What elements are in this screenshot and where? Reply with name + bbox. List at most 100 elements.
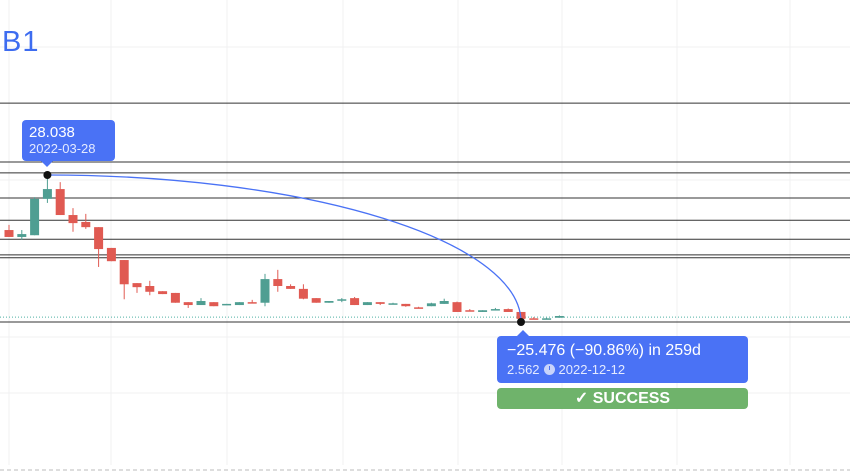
candle-up bbox=[222, 303, 232, 306]
candle-body bbox=[119, 260, 129, 285]
candle-body bbox=[362, 302, 372, 306]
price-change: −25.476 (−90.86%) in 259d bbox=[507, 342, 701, 359]
candle-down bbox=[209, 302, 219, 307]
candle-body bbox=[542, 318, 552, 320]
start-tooltip: 28.038 2022-03-28 bbox=[22, 120, 115, 167]
end-tooltip: −25.476 (−90.86%) in 259d 2.562 2022-12-… bbox=[497, 330, 748, 383]
candle-down bbox=[286, 284, 296, 289]
end-date: 2022-12-12 bbox=[558, 362, 626, 377]
candle-body bbox=[439, 301, 449, 304]
candle-body bbox=[170, 292, 180, 303]
candle-body bbox=[324, 301, 334, 303]
candle-body bbox=[94, 227, 104, 250]
candle-down bbox=[414, 306, 424, 309]
candle-up bbox=[478, 310, 488, 312]
candle-up bbox=[439, 298, 449, 304]
candle-body bbox=[234, 302, 244, 306]
success-badge: ✓ SUCCESS bbox=[497, 388, 748, 409]
candle-body bbox=[350, 298, 360, 306]
candle-body bbox=[17, 234, 27, 237]
candle-down bbox=[158, 291, 168, 295]
candle-down bbox=[106, 247, 116, 262]
candle-down bbox=[183, 302, 193, 308]
end-price: 2.562 bbox=[507, 362, 540, 377]
candle-body bbox=[490, 309, 500, 311]
candle-down bbox=[401, 303, 411, 307]
candle-down bbox=[350, 296, 360, 306]
candle-body bbox=[42, 189, 52, 199]
candle-down bbox=[94, 227, 104, 267]
candle-down bbox=[55, 182, 65, 216]
candle-up bbox=[388, 302, 398, 305]
candle-body bbox=[30, 198, 40, 236]
candle-up bbox=[260, 273, 270, 307]
candle-body bbox=[337, 299, 347, 301]
candle-body bbox=[478, 310, 488, 312]
candle-up bbox=[30, 197, 40, 236]
candle-down bbox=[68, 208, 78, 232]
candle-body bbox=[452, 302, 462, 312]
candle-down bbox=[132, 283, 142, 293]
candle-body bbox=[465, 310, 475, 312]
level-lines bbox=[0, 102, 850, 323]
candle-up bbox=[17, 230, 27, 240]
candle-down bbox=[375, 302, 385, 306]
candle-down bbox=[529, 317, 539, 320]
candle-body bbox=[68, 215, 78, 224]
candle-body bbox=[426, 303, 436, 307]
candle-body bbox=[273, 279, 283, 287]
candle-body bbox=[183, 302, 193, 306]
candle-body bbox=[132, 283, 142, 288]
candle-body bbox=[260, 279, 270, 303]
start-date: 2022-03-28 bbox=[29, 141, 96, 156]
symbol-title: B1 bbox=[2, 26, 40, 58]
candle-up bbox=[234, 302, 244, 306]
candle-up bbox=[337, 298, 347, 303]
candle-down bbox=[273, 269, 283, 292]
candle-up bbox=[42, 175, 52, 203]
candle-down bbox=[311, 298, 321, 303]
candle-down bbox=[81, 213, 91, 229]
candle-body bbox=[106, 247, 116, 262]
end-point-marker[interactable] bbox=[517, 317, 525, 326]
candle-body bbox=[158, 291, 168, 295]
candle-body bbox=[388, 303, 398, 305]
candle-body bbox=[554, 316, 564, 318]
candle-body bbox=[81, 221, 91, 228]
candle-body bbox=[375, 302, 385, 304]
candle-down bbox=[145, 280, 155, 296]
candle-down bbox=[247, 299, 257, 304]
candle-up bbox=[426, 302, 436, 307]
measure-curve bbox=[47, 174, 522, 322]
candle-up bbox=[490, 307, 500, 311]
candle-body bbox=[401, 303, 411, 307]
candle-body bbox=[55, 189, 65, 216]
candle-down bbox=[452, 301, 462, 312]
candle-body bbox=[414, 307, 424, 309]
candle-up bbox=[196, 298, 206, 306]
start-point-marker[interactable] bbox=[43, 171, 52, 179]
candle-body bbox=[286, 286, 296, 289]
candles bbox=[4, 175, 564, 322]
candle-body bbox=[222, 303, 232, 306]
grid bbox=[0, 0, 850, 465]
candle-body bbox=[247, 302, 257, 304]
candle-body bbox=[298, 288, 308, 299]
candle-up bbox=[362, 302, 372, 306]
candle-body bbox=[503, 309, 513, 312]
candle-down bbox=[298, 284, 308, 300]
candle-body bbox=[145, 286, 155, 292]
candle-down bbox=[4, 224, 14, 237]
candle-up bbox=[554, 315, 564, 318]
candle-body bbox=[209, 302, 219, 307]
candle-down bbox=[465, 309, 475, 312]
candle-down bbox=[503, 308, 513, 312]
candle-body bbox=[311, 298, 321, 303]
candle-up bbox=[324, 301, 334, 303]
start-price: 28.038 bbox=[29, 124, 75, 141]
candle-down bbox=[119, 260, 129, 300]
candle-body bbox=[529, 318, 539, 320]
candle-down bbox=[170, 292, 180, 303]
clock-icon bbox=[543, 364, 555, 375]
